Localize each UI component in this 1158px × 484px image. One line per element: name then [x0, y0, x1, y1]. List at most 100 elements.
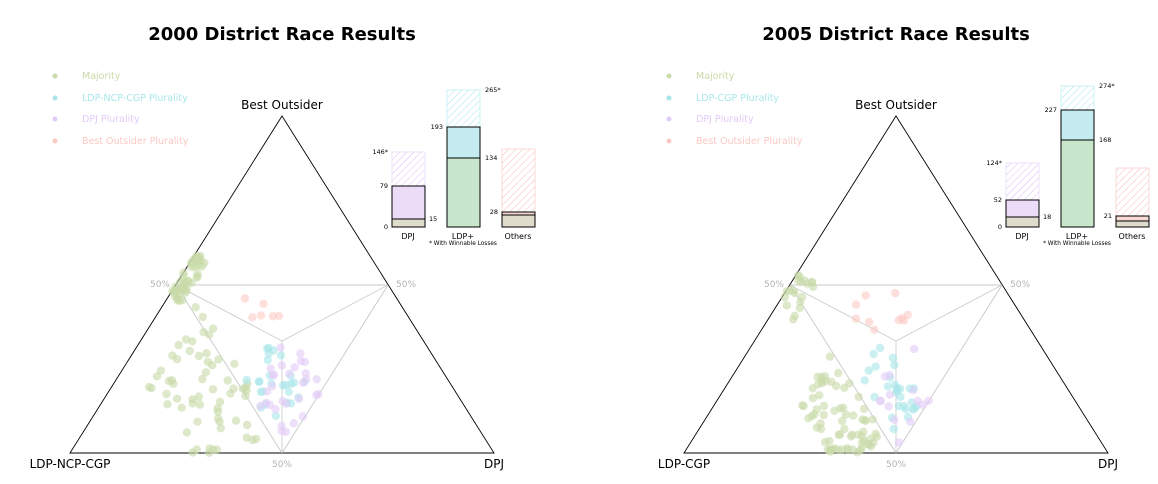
data-point [860, 376, 869, 385]
data-point [817, 372, 826, 382]
legend-label-outsider: Best Outsider Plurality [82, 136, 189, 147]
data-point [840, 383, 849, 392]
midpoint-label-left: 50% [764, 280, 784, 290]
data-point [176, 285, 186, 294]
data-point [169, 379, 178, 388]
scatter-points [780, 271, 933, 457]
data-point [284, 387, 293, 396]
data-point [861, 291, 870, 300]
data-point [188, 337, 197, 346]
data-point [256, 387, 265, 397]
data-point [172, 355, 182, 364]
data-point [223, 376, 232, 385]
legend-marker-majority [666, 73, 672, 79]
data-point [197, 262, 207, 271]
vertex-label-right: DPJ [1098, 457, 1118, 471]
data-point [193, 417, 202, 426]
data-point [263, 355, 272, 365]
bar-category-label: LDP+ [1066, 232, 1088, 241]
bar-ldp-won [1060, 139, 1095, 228]
data-point [268, 371, 278, 380]
data-point [890, 360, 899, 370]
midpoint-label-bottom: 50% [272, 460, 292, 470]
bar-label: 193 [431, 123, 443, 131]
legend-marker-ldp [52, 95, 58, 101]
data-point [782, 301, 791, 310]
data-point [804, 414, 813, 423]
bar-label: 15 [429, 215, 437, 223]
data-point [795, 303, 804, 313]
data-point [296, 349, 305, 358]
legend-marker-dpj [52, 116, 58, 122]
data-point [145, 382, 154, 392]
data-point [812, 423, 822, 432]
data-point [808, 393, 818, 403]
legend: Majority LDP-NCP-CGP Plurality DPJ Plura… [52, 71, 189, 147]
data-point [884, 402, 893, 411]
data-point [868, 415, 877, 424]
data-point [185, 346, 194, 356]
data-point [788, 286, 798, 295]
bar-label: 18 [1043, 213, 1051, 221]
legend-label-outsider: Best Outsider Plurality [696, 136, 803, 147]
data-point [875, 343, 885, 353]
data-point [188, 395, 197, 404]
data-point [897, 314, 907, 323]
data-point [229, 384, 238, 393]
data-point [780, 293, 789, 302]
data-point [859, 404, 869, 414]
data-point [198, 312, 207, 322]
bar-category-label: Others [1119, 232, 1146, 241]
data-point [254, 377, 264, 386]
data-point [290, 363, 299, 372]
data-point [240, 294, 250, 303]
data-point [825, 436, 834, 446]
chart-title: 2005 District Race Results [762, 24, 1030, 45]
data-point [849, 411, 858, 420]
data-point [268, 312, 278, 321]
data-point [871, 429, 880, 439]
bar-label: 28 [490, 208, 498, 216]
bar-label: 134 [485, 154, 497, 162]
data-point [851, 314, 861, 323]
boundary-line [789, 284, 897, 342]
data-point [789, 315, 798, 324]
data-point [162, 389, 171, 399]
data-point [276, 343, 285, 352]
data-point [899, 401, 909, 411]
data-point [278, 381, 288, 390]
legend-label-ldp: LDP-NCP-CGP Plurality [82, 93, 188, 104]
data-point [885, 370, 894, 380]
data-point [248, 435, 257, 445]
data-point [799, 401, 808, 411]
bar-label: 265* [485, 86, 501, 94]
data-point [890, 415, 899, 424]
midline [895, 284, 1003, 454]
data-point [201, 368, 211, 377]
legend-label-dpj: DPJ Plurality [696, 114, 754, 125]
data-point [796, 297, 805, 306]
data-point [894, 438, 903, 447]
data-point [836, 404, 845, 413]
boundary-line [281, 284, 389, 342]
data-point [869, 349, 878, 359]
chart-title: 2000 District Race Results [148, 24, 416, 45]
data-point [876, 396, 885, 405]
data-point [814, 380, 823, 389]
legend-label-ldp: LDP-CGP Plurality [696, 93, 779, 104]
data-point [909, 344, 919, 354]
bar-label: 227 [1045, 106, 1057, 114]
data-point [830, 444, 839, 453]
data-point [834, 430, 843, 439]
bar-label: 274* [1099, 82, 1115, 90]
data-point [238, 384, 247, 393]
legend-label-dpj: DPJ Plurality [82, 114, 140, 125]
legend-marker-outsider [666, 138, 672, 144]
data-point [858, 415, 867, 424]
legend-label-majority: Majority [696, 71, 735, 82]
data-point [865, 317, 874, 327]
bar-ldp-won [446, 157, 481, 228]
data-point [261, 398, 271, 408]
inset-bar-chart: 146* 79 15 0 265* 193 134 28 DPJ LDP+ Ot… [372, 86, 536, 247]
